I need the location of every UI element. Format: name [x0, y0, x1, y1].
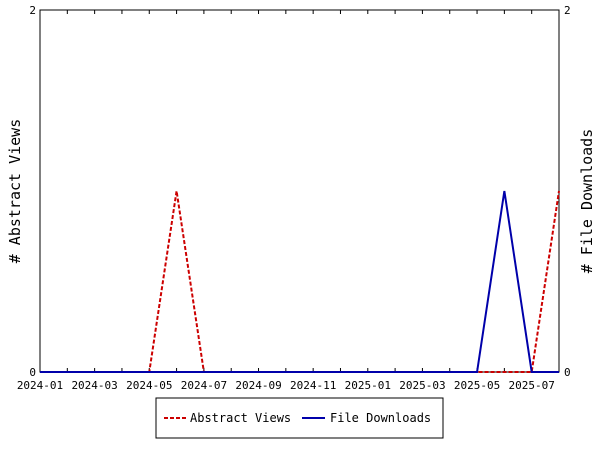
legend-label-abstract-views: Abstract Views — [190, 411, 291, 425]
left-ytick-label-bottom: 0 — [29, 366, 36, 379]
x-tick-label-2024-11: 2024-11 — [290, 379, 336, 392]
right-axis-title: # File Downloads — [578, 129, 596, 274]
y-axis-ticks: 2 0 2 0 — [29, 4, 570, 379]
x-tick-label-2025-03: 2025-03 — [399, 379, 445, 392]
legend-label-file-downloads: File Downloads — [330, 411, 431, 425]
x-axis-ticks: 2024-01 2024-03 2024-05 2024-07 2024-09 2024-… — [17, 10, 560, 392]
legend: Abstract Views File Downloads — [155, 397, 444, 439]
series-line-file-downloads — [40, 190, 559, 373]
plot-area-frame — [39, 9, 560, 373]
right-ytick-label-top: 2 — [564, 4, 571, 17]
x-tick-label-2024-03: 2024-03 — [71, 379, 117, 392]
right-ytick-label-bottom: 0 — [564, 366, 571, 379]
left-axis-title: # Abstract Views — [6, 119, 24, 264]
x-tick-label-2024-01: 2024-01 — [17, 379, 63, 392]
legend-box — [155, 397, 444, 439]
x-tick-label-2024-07: 2024-07 — [181, 379, 227, 392]
x-tick-label-2025-07: 2025-07 — [509, 379, 555, 392]
left-ytick-label-top: 2 — [29, 4, 36, 17]
x-tick-label-2024-09: 2024-09 — [235, 379, 281, 392]
x-tick-label-2025-01: 2025-01 — [345, 379, 391, 392]
x-tick-label-2024-05: 2024-05 — [126, 379, 172, 392]
series-layer — [40, 190, 560, 373]
x-tick-label-2025-05: 2025-05 — [454, 379, 500, 392]
